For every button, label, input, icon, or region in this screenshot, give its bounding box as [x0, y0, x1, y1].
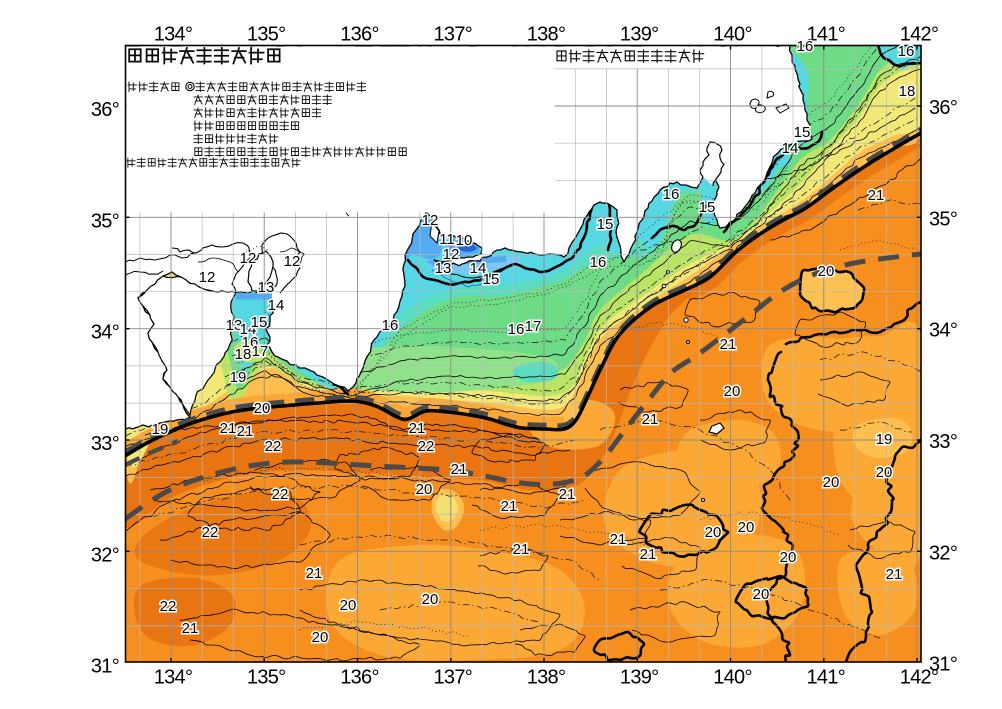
svg-text:135°: 135°: [247, 667, 286, 689]
svg-text:138°: 138°: [527, 24, 566, 46]
svg-text:14: 14: [470, 260, 487, 277]
svg-text:21: 21: [642, 411, 659, 428]
svg-text:32°: 32°: [929, 542, 957, 564]
svg-text:16: 16: [508, 321, 525, 338]
svg-text:135°: 135°: [247, 24, 286, 46]
svg-text:139°: 139°: [620, 24, 659, 46]
svg-text:142°: 142°: [900, 667, 939, 689]
svg-text:14: 14: [268, 297, 285, 314]
svg-text:15: 15: [483, 271, 500, 288]
svg-text:14: 14: [240, 321, 257, 338]
svg-text:10: 10: [456, 232, 473, 249]
svg-text:20: 20: [340, 597, 357, 614]
svg-text:16: 16: [898, 43, 915, 60]
svg-text:22: 22: [160, 598, 177, 615]
svg-text:136°: 136°: [340, 667, 379, 689]
svg-text:134°: 134°: [154, 24, 193, 46]
svg-text:36°: 36°: [929, 97, 957, 119]
svg-text:21: 21: [182, 620, 199, 637]
svg-text:12: 12: [199, 269, 216, 286]
svg-text:142°: 142°: [900, 24, 939, 46]
svg-text:18: 18: [235, 346, 252, 363]
svg-text:136°: 136°: [340, 24, 379, 46]
svg-text:20: 20: [254, 400, 271, 417]
svg-text:137°: 137°: [434, 667, 473, 689]
svg-text:12: 12: [443, 246, 460, 263]
svg-text:16: 16: [797, 38, 814, 55]
svg-text:16: 16: [663, 186, 680, 203]
svg-text:15: 15: [251, 314, 268, 331]
svg-text:35°: 35°: [929, 208, 957, 230]
svg-text:16: 16: [382, 317, 399, 334]
svg-text:22: 22: [265, 438, 282, 455]
svg-text:21: 21: [640, 546, 657, 563]
svg-text:12: 12: [240, 250, 257, 267]
svg-text:16: 16: [590, 254, 607, 271]
svg-text:21: 21: [886, 566, 903, 583]
svg-text:21: 21: [409, 420, 426, 437]
svg-text:139°: 139°: [620, 667, 659, 689]
svg-text:21: 21: [610, 531, 627, 548]
svg-text:36°: 36°: [91, 99, 119, 121]
svg-text:34°: 34°: [91, 322, 119, 344]
svg-text:18: 18: [899, 83, 916, 100]
svg-text:20: 20: [738, 519, 755, 536]
svg-text:19: 19: [152, 421, 169, 438]
svg-text:137°: 137°: [434, 24, 473, 46]
svg-text:13: 13: [258, 279, 275, 296]
svg-text:21: 21: [451, 461, 468, 478]
svg-text:21: 21: [237, 423, 254, 440]
svg-text:21: 21: [220, 420, 237, 437]
svg-text:140°: 140°: [713, 24, 752, 46]
svg-text:21: 21: [513, 541, 530, 558]
svg-text:35°: 35°: [91, 210, 119, 232]
svg-text:138°: 138°: [527, 667, 566, 689]
svg-text:20: 20: [780, 549, 797, 566]
svg-text:12: 12: [422, 212, 439, 229]
svg-text:134°: 134°: [154, 667, 193, 689]
svg-text:21: 21: [306, 565, 323, 582]
svg-text:21: 21: [720, 336, 737, 353]
svg-text:19: 19: [230, 369, 247, 386]
svg-text:33°: 33°: [929, 431, 957, 453]
svg-text:11: 11: [439, 231, 455, 248]
svg-text:13: 13: [435, 260, 452, 277]
svg-text:21: 21: [559, 486, 576, 503]
svg-text:21: 21: [501, 498, 518, 515]
svg-text:20: 20: [823, 474, 840, 491]
svg-text:20: 20: [705, 524, 722, 541]
svg-text:14: 14: [782, 140, 799, 157]
svg-text:22: 22: [272, 486, 289, 503]
svg-text:12: 12: [284, 253, 301, 270]
svg-text:20: 20: [312, 629, 329, 646]
svg-text:34°: 34°: [929, 320, 957, 342]
svg-text:20: 20: [876, 464, 893, 481]
svg-text:19: 19: [876, 431, 893, 448]
svg-text:15: 15: [597, 216, 614, 233]
svg-text:20: 20: [753, 586, 770, 603]
svg-text:20: 20: [724, 383, 741, 400]
svg-text:31°: 31°: [91, 656, 119, 678]
svg-text:31°: 31°: [929, 654, 957, 676]
svg-text:22: 22: [418, 438, 435, 455]
svg-text:17: 17: [252, 343, 269, 360]
svg-text:20: 20: [416, 481, 433, 498]
svg-text:17: 17: [525, 318, 542, 335]
svg-text:32°: 32°: [91, 544, 119, 566]
svg-text:13: 13: [226, 317, 243, 334]
svg-text:141°: 141°: [807, 24, 846, 46]
svg-text:21: 21: [868, 187, 885, 204]
svg-text:15: 15: [794, 124, 811, 141]
svg-text:16: 16: [242, 334, 259, 351]
svg-text:33°: 33°: [91, 433, 119, 455]
svg-text:140°: 140°: [713, 667, 752, 689]
svg-text:141°: 141°: [807, 667, 846, 689]
svg-text:22: 22: [202, 524, 219, 541]
svg-text:20: 20: [422, 591, 439, 608]
svg-text:15: 15: [699, 199, 716, 216]
svg-text:20: 20: [818, 263, 835, 280]
